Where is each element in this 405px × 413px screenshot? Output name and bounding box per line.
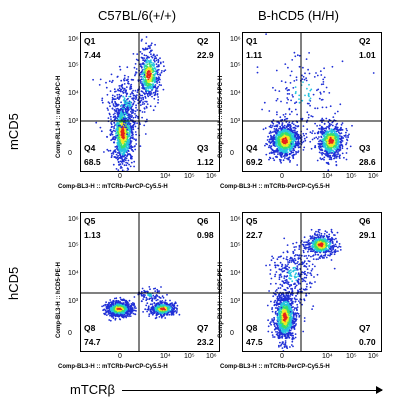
x-axis-channel-label: Comp-BL3-H :: mTCRb-PerCP-Cy5.5-H bbox=[58, 184, 168, 190]
scatter-plot-area: Q1 7.44 Q2 22.9 Q3 1.12 Q4 68.5 bbox=[80, 32, 220, 172]
x-tick-label: 10⁴ bbox=[322, 173, 333, 180]
y-tick-label: 10⁴ bbox=[68, 270, 79, 277]
x-tick-label: 10⁶ bbox=[206, 353, 217, 360]
y-tick-label: 10⁴ bbox=[68, 90, 79, 97]
quadrant-name-q6: Q6 bbox=[197, 216, 209, 226]
x-tick-label: 10⁵ bbox=[184, 353, 195, 360]
quadrant-value-q3: 1.12 bbox=[197, 157, 214, 167]
row-label-mcd5: mCD5 bbox=[6, 113, 21, 150]
quadrant-value-q8: 47.5 bbox=[246, 337, 263, 347]
y-tick-label: 0 bbox=[68, 330, 72, 337]
quadrant-value-q1: 1.11 bbox=[246, 50, 263, 60]
quadrant-name-q6: Q6 bbox=[359, 216, 371, 226]
quadrant-value-q6: 29.1 bbox=[359, 230, 376, 240]
scatter-plot-area: Q5 1.13 Q6 0.98 Q7 23.2 Q8 74.7 bbox=[80, 212, 220, 352]
y-tick-label: 10⁴ bbox=[230, 90, 241, 97]
y-tick-label: 0 bbox=[230, 330, 234, 337]
y-tick-label: 10⁵ bbox=[68, 242, 79, 249]
quadrant-value-q4: 69.2 bbox=[246, 157, 263, 167]
y-tick-label: 10³ bbox=[230, 298, 241, 305]
y-axis-label: Comp-BL3-H :: hCD5-PE-H bbox=[56, 262, 62, 338]
y-tick-label: 10⁵ bbox=[68, 62, 79, 69]
flow-panel-3: Q5 1.13 Q6 0.98 Q7 23.2 Q8 74.7 10⁶ 10⁵ 10⁴ 10³ 0 0 10… bbox=[56, 212, 220, 370]
x-tick-label: 10⁵ bbox=[346, 353, 357, 360]
x-axis-label: mTCRβ bbox=[70, 382, 116, 397]
row-label-hcd5: hCD5 bbox=[6, 266, 21, 300]
column-title-bhcd5: B-hCD5 (H/H) bbox=[258, 8, 339, 23]
y-tick-label: 10⁵ bbox=[230, 242, 241, 249]
y-tick-label: 0 bbox=[68, 150, 72, 157]
x-tick-label: 10⁴ bbox=[322, 353, 333, 360]
y-tick-label: 10⁶ bbox=[230, 36, 241, 43]
quadrant-name-q4: Q4 bbox=[84, 143, 96, 153]
flow-panel-4: Q5 22.7 Q6 29.1 Q7 0.70 Q8 47.5 10⁶ 10⁵ 10⁴ 10³ 0 0 10… bbox=[218, 212, 382, 370]
quadrant-value-q2: 1.01 bbox=[359, 50, 376, 60]
quadrant-name-q1: Q1 bbox=[246, 36, 258, 46]
quadrant-name-q5: Q5 bbox=[246, 216, 258, 226]
y-axis-label: Comp-BL3-H :: hCD5-PE-H bbox=[218, 262, 224, 338]
quadrant-name-q2: Q2 bbox=[197, 36, 209, 46]
x-tick-label: 10⁵ bbox=[346, 173, 357, 180]
x-tick-label: 10⁴ bbox=[160, 173, 171, 180]
x-tick-label: 10⁶ bbox=[206, 173, 217, 180]
quadrant-value-q1: 7.44 bbox=[84, 50, 101, 60]
x-axis-arrow-line bbox=[122, 390, 382, 391]
quadrant-name-q1: Q1 bbox=[84, 36, 96, 46]
y-tick-label: 10⁴ bbox=[230, 270, 241, 277]
quadrant-name-q2: Q2 bbox=[359, 36, 371, 46]
y-tick-label: 10³ bbox=[68, 298, 79, 305]
x-tick-label: 10⁴ bbox=[160, 353, 171, 360]
flow-panel-2: Q1 1.11 Q2 1.01 Q3 28.6 Q4 69.2 10⁶ 10⁵ 10⁴ 10³ 0 0 10… bbox=[218, 32, 382, 190]
quadrant-name-q8: Q8 bbox=[246, 323, 258, 333]
quadrant-value-q2: 22.9 bbox=[197, 50, 214, 60]
scatter-plot-area: Q5 22.7 Q6 29.1 Q7 0.70 Q8 47.5 bbox=[242, 212, 382, 352]
y-tick-label: 10⁵ bbox=[230, 62, 241, 69]
quadrant-name-q3: Q3 bbox=[359, 143, 371, 153]
x-axis-channel-label: Comp-BL3-H :: mTCRb-PerCP-Cy5.5-H bbox=[58, 364, 168, 370]
x-tick-label: 0 bbox=[280, 173, 284, 180]
scatter-plot-area: Q1 1.11 Q2 1.01 Q3 28.6 Q4 69.2 bbox=[242, 32, 382, 172]
y-tick-label: 10³ bbox=[230, 118, 241, 125]
x-tick-label: 10⁵ bbox=[184, 173, 195, 180]
x-axis-channel-label: Comp-BL3-H :: mTCRb-PerCP-Cy5.5-H bbox=[220, 364, 330, 370]
quadrant-value-q5: 22.7 bbox=[246, 230, 263, 240]
quadrant-value-q7: 0.70 bbox=[359, 337, 376, 347]
quadrant-name-q5: Q5 bbox=[84, 216, 96, 226]
quadrant-name-q8: Q8 bbox=[84, 323, 96, 333]
quadrant-value-q3: 28.6 bbox=[359, 157, 376, 167]
quadrant-value-q6: 0.98 bbox=[197, 230, 214, 240]
column-title-c57bl6: C57BL/6(+/+) bbox=[98, 8, 177, 23]
density-dots bbox=[243, 213, 381, 351]
quadrant-value-q7: 23.2 bbox=[197, 337, 214, 347]
density-dots bbox=[243, 33, 381, 171]
x-tick-label: 0 bbox=[118, 353, 122, 360]
quadrant-value-q5: 1.13 bbox=[84, 230, 101, 240]
y-axis-label: Comp-RL1-H :: mCD5-APC-H bbox=[218, 75, 224, 158]
quadrant-name-q7: Q7 bbox=[197, 323, 209, 333]
y-tick-label: 0 bbox=[230, 150, 234, 157]
density-dots bbox=[81, 213, 219, 351]
quadrant-name-q3: Q3 bbox=[197, 143, 209, 153]
y-tick-label: 10⁶ bbox=[68, 36, 79, 43]
quadrant-name-q4: Q4 bbox=[246, 143, 258, 153]
x-tick-label: 10⁶ bbox=[368, 353, 379, 360]
flow-panel-1: Q1 7.44 Q2 22.9 Q3 1.12 Q4 68.5 10⁶ 10⁵ 10⁴ 10³ 0 0 10… bbox=[56, 32, 220, 190]
density-dots bbox=[81, 33, 219, 171]
y-tick-label: 10⁶ bbox=[68, 216, 79, 223]
quadrant-value-q4: 68.5 bbox=[84, 157, 101, 167]
y-tick-label: 10³ bbox=[68, 118, 79, 125]
y-axis-label: Comp-RL1-H :: mCD5-APC-H bbox=[56, 75, 62, 158]
x-axis-arrow-head bbox=[376, 386, 383, 394]
x-tick-label: 10⁶ bbox=[368, 173, 379, 180]
x-tick-label: 0 bbox=[118, 173, 122, 180]
x-tick-label: 0 bbox=[280, 353, 284, 360]
y-tick-label: 10⁶ bbox=[230, 216, 241, 223]
x-axis-channel-label: Comp-BL3-H :: mTCRb-PerCP-Cy5.5-H bbox=[220, 184, 330, 190]
quadrant-value-q8: 74.7 bbox=[84, 337, 101, 347]
quadrant-name-q7: Q7 bbox=[359, 323, 371, 333]
